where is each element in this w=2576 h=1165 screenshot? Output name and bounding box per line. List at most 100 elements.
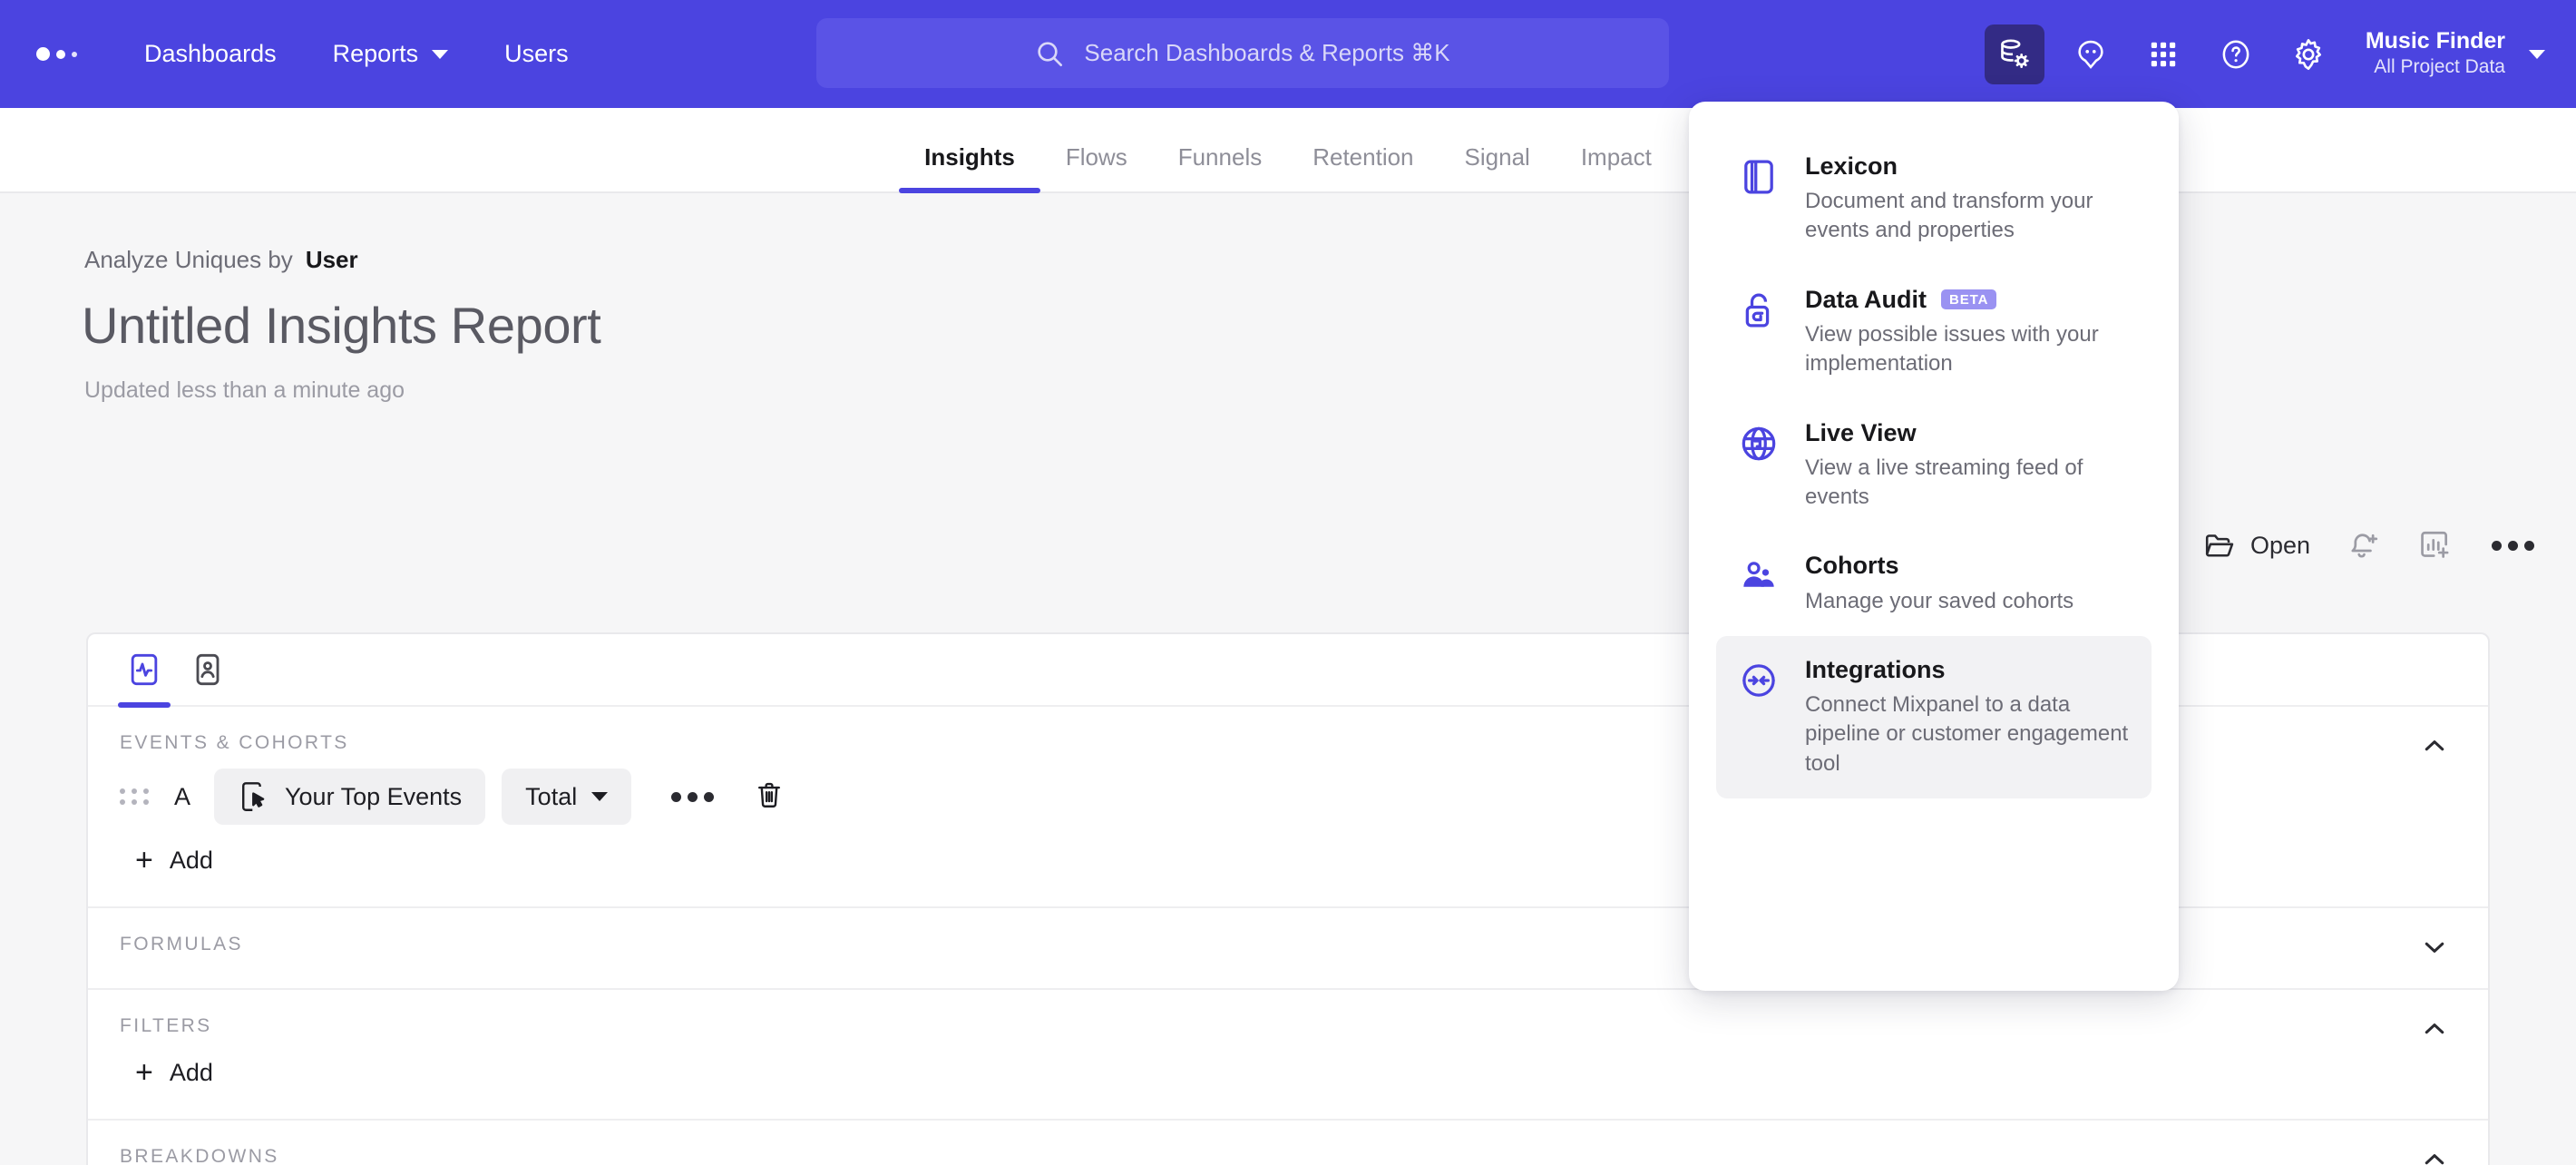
tab-label: Retention: [1312, 143, 1414, 171]
page-body: Analyze Uniques by User Untitled Insight…: [0, 193, 2576, 1165]
menu-title-text: Cohorts: [1805, 552, 1899, 580]
menu-item-desc: Connect Mixpanel to a data pipeline or c…: [1805, 691, 2129, 776]
nav-item-users[interactable]: Users: [504, 33, 569, 75]
menu-item-title: Data Audit BETA: [1805, 286, 2130, 314]
menu-item-title: Integrations: [1805, 656, 2130, 684]
tab-funnels[interactable]: Funnels: [1153, 143, 1288, 191]
menu-item-live-view[interactable]: Live View View a live streaming feed of …: [1716, 399, 2152, 533]
tab-label: Signal: [1464, 143, 1530, 171]
menu-item-title: Lexicon: [1805, 152, 2130, 181]
event-letter: A: [174, 782, 191, 810]
project-name: Music Finder: [2365, 28, 2505, 54]
menu-item-data-audit[interactable]: Data Audit BETA View possible issues wit…: [1716, 266, 2152, 399]
add-filter-button[interactable]: + Add: [88, 1037, 213, 1119]
menu-title-text: Data Audit: [1805, 285, 1927, 313]
nav-label-reports: Reports: [332, 40, 419, 67]
users-view-tab[interactable]: [190, 634, 226, 706]
open-report-button[interactable]: Open: [2203, 529, 2310, 562]
header-actions: Music Finder All Project Data: [1965, 0, 2545, 108]
menu-title-text: Lexicon: [1805, 152, 1898, 180]
more-options-icon[interactable]: [2492, 540, 2534, 551]
menu-title-text: Integrations: [1805, 655, 1946, 683]
data-management-icon[interactable]: [1984, 24, 2044, 84]
menu-item-desc: View a live streaming feed of events: [1805, 455, 2083, 510]
tab-retention[interactable]: Retention: [1287, 143, 1439, 191]
lexicon-book-icon: [1738, 152, 1780, 202]
aggregate-dropdown[interactable]: Total: [502, 769, 632, 825]
open-label: Open: [2249, 531, 2310, 559]
menu-item-integrations[interactable]: Integrations Connect Mixpanel to a data …: [1716, 635, 2152, 799]
integrations-sync-icon: [1738, 656, 1780, 706]
menu-item-lexicon[interactable]: Lexicon Document and transform your even…: [1716, 132, 2152, 266]
analyze-value[interactable]: User: [305, 246, 358, 273]
event-row: A Your Top Events Total: [88, 754, 2488, 825]
chevron-up-icon[interactable]: [2419, 730, 2450, 761]
menu-item-cohorts[interactable]: Cohorts Manage your saved cohorts: [1716, 532, 2152, 635]
project-switcher[interactable]: Music Finder All Project Data: [2366, 27, 2545, 80]
section-formulas: FORMULAS: [88, 908, 2488, 990]
section-events-cohorts: EVENTS & COHORTS A: [88, 707, 2488, 908]
add-label: Add: [169, 846, 213, 874]
tab-insights[interactable]: Insights: [899, 143, 1040, 193]
project-scope: All Project Data: [2374, 56, 2505, 78]
metrics-view-tab[interactable]: [118, 634, 171, 708]
tab-signal[interactable]: Signal: [1439, 143, 1556, 191]
menu-item-desc: Document and transform your events and p…: [1805, 189, 2093, 243]
plus-icon: +: [135, 1055, 153, 1090]
tab-label: Flows: [1065, 143, 1127, 171]
chevron-up-icon[interactable]: [2419, 1144, 2450, 1165]
nav-label-users: Users: [504, 40, 569, 67]
section-filters: FILTERS + Add: [88, 990, 2488, 1121]
nav-label-dashboards: Dashboards: [144, 40, 277, 67]
updated-timestamp: Updated less than a minute ago: [84, 377, 405, 403]
mixpanel-dots-logo[interactable]: [36, 47, 77, 61]
chevron-down-icon: [2529, 49, 2545, 59]
tab-label: Funnels: [1177, 143, 1263, 171]
event-name-chip[interactable]: Your Top Events: [214, 769, 486, 825]
data-audit-lock-icon: [1738, 286, 1780, 336]
menu-item-desc: View possible issues with your implement…: [1805, 321, 2099, 377]
section-breakdowns: BREAKDOWNS + Add: [88, 1121, 2488, 1165]
status-badge: BETA: [1941, 289, 1997, 310]
menu-item-title: Live View: [1805, 419, 2130, 447]
nav-item-dashboards[interactable]: Dashboards: [144, 33, 277, 75]
section-label: EVENTS & COHORTS: [120, 732, 349, 753]
menu-item-desc: Manage your saved cohorts: [1805, 588, 2074, 613]
aggregate-label: Total: [525, 782, 578, 810]
section-label: FORMULAS: [120, 934, 243, 955]
nav-item-reports[interactable]: Reports: [333, 33, 449, 75]
user-card-icon: [196, 653, 220, 686]
chevron-down-icon[interactable]: [2419, 932, 2450, 963]
tab-flows[interactable]: Flows: [1040, 143, 1153, 191]
global-search-input[interactable]: Search Dashboards & Reports ⌘K: [816, 18, 1669, 88]
report-type-tabs: Insights Flows Funnels Retention Signal …: [0, 108, 2576, 193]
global-header: Dashboards Reports Users Search Dashboar…: [0, 0, 2576, 108]
chevron-down-icon: [432, 49, 449, 59]
tab-impact[interactable]: Impact: [1556, 143, 1677, 191]
section-label: FILTERS: [120, 1015, 212, 1036]
menu-title-text: Live View: [1805, 418, 1917, 446]
global-nav: Dashboards Reports Users: [144, 33, 625, 75]
chevron-up-icon[interactable]: [2419, 1013, 2450, 1044]
menu-item-title: Cohorts: [1805, 552, 2073, 580]
drag-handle-icon[interactable]: [120, 788, 151, 805]
page-title[interactable]: Untitled Insights Report: [82, 297, 601, 354]
add-label: Add: [169, 1058, 213, 1086]
add-event-button[interactable]: + Add: [88, 825, 213, 906]
tab-label: Impact: [1580, 143, 1652, 171]
pulse-chart-icon: [131, 653, 158, 686]
event-delete-trash-icon[interactable]: [754, 779, 785, 815]
data-management-menu: Lexicon Document and transform your even…: [1689, 102, 2179, 991]
help-question-icon[interactable]: [2210, 28, 2262, 81]
plus-icon: +: [135, 843, 153, 877]
live-view-globe-icon: [1738, 419, 1780, 469]
add-to-dashboard-icon[interactable]: [2417, 528, 2452, 563]
settings-gear-icon[interactable]: [2282, 28, 2335, 81]
feedback-chat-icon[interactable]: [2064, 28, 2117, 81]
add-alert-bell-icon[interactable]: [2347, 528, 2381, 563]
apps-grid-icon[interactable]: [2137, 28, 2190, 81]
chevron-down-icon: [591, 792, 609, 801]
tab-label: Insights: [924, 143, 1015, 171]
event-more-options-icon[interactable]: [671, 791, 715, 802]
